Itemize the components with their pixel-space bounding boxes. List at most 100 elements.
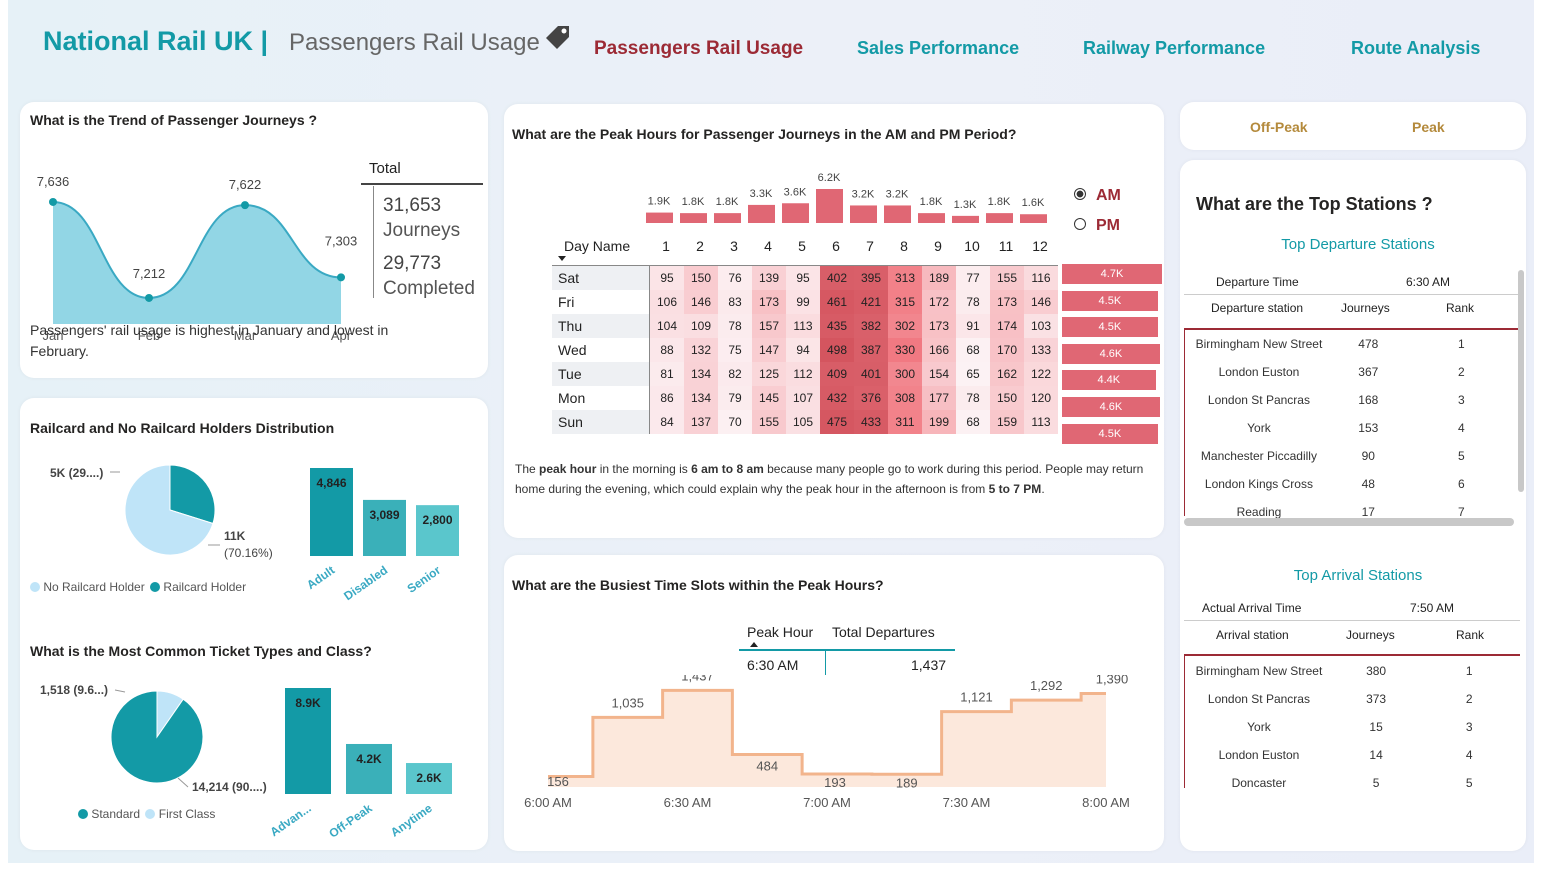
heatmap-cell: 95 bbox=[786, 266, 820, 290]
table-row[interactable]: Manchester Piccadilly 90 5 bbox=[1184, 442, 1520, 470]
day-name-header[interactable]: Day Name bbox=[564, 238, 631, 254]
hour-total-bar-6 bbox=[816, 189, 843, 223]
trend-point-apr bbox=[337, 273, 345, 282]
heatmap-cell: 376 bbox=[854, 386, 888, 410]
station-name: London St Pancras bbox=[1207, 393, 1310, 407]
heatmap-cell: 122 bbox=[1024, 362, 1058, 386]
peak-note-text-2: in the morning is bbox=[596, 462, 692, 476]
radio-pm[interactable]: PM bbox=[1074, 217, 1120, 235]
pie-slice-railcard bbox=[169, 464, 216, 525]
heatmap-cell: 461 bbox=[820, 290, 854, 314]
nav-passengers-rail-usage[interactable]: Passengers Rail Usage bbox=[594, 38, 804, 59]
station-name: Reading bbox=[1236, 505, 1282, 519]
hour-header-12[interactable]: 12 bbox=[1032, 238, 1048, 254]
departure-col-rank[interactable]: Rank bbox=[1446, 301, 1475, 315]
hour-header-3[interactable]: 3 bbox=[730, 238, 738, 254]
hour-header-6[interactable]: 6 bbox=[832, 238, 840, 254]
heatmap-cell: 174 bbox=[990, 314, 1024, 338]
heatmap-cell: 147 bbox=[752, 338, 786, 362]
heatmap-cell: 78 bbox=[718, 314, 752, 338]
trend-x-tick: Jan bbox=[43, 328, 64, 343]
hour-header-5[interactable]: 5 bbox=[798, 238, 806, 254]
radio-am[interactable]: AM bbox=[1074, 187, 1121, 205]
table-row[interactable]: London Euston 14 4 bbox=[1184, 741, 1520, 769]
table-row[interactable]: Reading 17 7 bbox=[1184, 498, 1520, 526]
bar-senior-bar bbox=[416, 505, 459, 556]
peak-note-text-4: . bbox=[1041, 482, 1045, 496]
day-total-bar-mon: 4.6K bbox=[1062, 397, 1160, 417]
arrival-col-station[interactable]: Arrival station bbox=[1216, 628, 1289, 642]
slot-x-tick: 6:30 AM bbox=[664, 795, 712, 810]
departure-h-scrollbar[interactable] bbox=[1184, 518, 1514, 526]
heatmap-cell: 68 bbox=[956, 410, 990, 434]
peak-toggle-card: Off-Peak Peak bbox=[1180, 102, 1526, 150]
departure-col-journeys[interactable]: Journeys bbox=[1341, 301, 1390, 315]
departure-col-station[interactable]: Departure station bbox=[1211, 301, 1304, 315]
hour-header-2[interactable]: 2 bbox=[696, 238, 704, 254]
departure-v-scrollbar[interactable] bbox=[1518, 270, 1524, 492]
heatmap-cell: 146 bbox=[684, 290, 718, 314]
hour-header-11[interactable]: 11 bbox=[998, 238, 1014, 254]
stations-title: What are the Top Stations ? bbox=[1196, 194, 1433, 214]
hour-header-4[interactable]: 4 bbox=[764, 238, 772, 254]
arrival-col-rank[interactable]: Rank bbox=[1456, 628, 1485, 642]
heatmap-cell: 302 bbox=[888, 314, 922, 338]
col-peak-hour[interactable]: Peak Hour bbox=[747, 624, 814, 640]
hour-header-7[interactable]: 7 bbox=[866, 238, 874, 254]
radio-am-label: AM bbox=[1096, 187, 1121, 204]
nav-route-analysis[interactable]: Route Analysis bbox=[1351, 38, 1481, 58]
toggle-offpeak[interactable]: Off-Peak bbox=[1250, 119, 1308, 135]
station-name: Birmingham New Street bbox=[1195, 337, 1323, 351]
heatmap-row-thu: 104 109 78 157 113 435 382 302 173 91 174 103 bbox=[650, 314, 1058, 338]
toggle-peak[interactable]: Peak bbox=[1412, 119, 1445, 135]
hour-header-8[interactable]: 8 bbox=[900, 238, 908, 254]
hour-header-9[interactable]: 9 bbox=[934, 238, 942, 254]
bar-anytime-value-label: 2.6K bbox=[416, 771, 442, 785]
pie-label-first-class: 1,518 (9.6...) bbox=[40, 683, 108, 697]
table-row[interactable]: Doncaster 5 5 bbox=[1184, 769, 1520, 797]
arrival-col-journeys[interactable]: Journeys bbox=[1346, 628, 1395, 642]
legend-no-railcard: No Railcard Holder bbox=[43, 580, 145, 594]
heatmap-cell: 94 bbox=[786, 338, 820, 362]
rank-value: 4 bbox=[1458, 421, 1465, 435]
table-row[interactable]: Birmingham New Street 478 1 bbox=[1184, 330, 1520, 358]
col-total-departures[interactable]: Total Departures bbox=[832, 624, 935, 640]
peak-note-bold-3: 5 to 7 PM bbox=[988, 482, 1042, 496]
pie-label-railcard: 5K (29....) bbox=[50, 466, 103, 480]
hour-total-label-2: 1.8K bbox=[682, 196, 705, 208]
dep-rows-table: Birmingham New Street 478 1 London Euston 36… bbox=[1184, 330, 1520, 526]
trend-note: Passengers' rail usage is highest in Jan… bbox=[30, 322, 389, 359]
heatmap-cell: 83 bbox=[718, 290, 752, 314]
nav-railway-performance[interactable]: Railway Performance bbox=[1083, 38, 1266, 58]
hour-header-1[interactable]: 1 bbox=[662, 238, 670, 254]
heatmap-row-mon: 86 134 79 145 107 432 376 308 177 78 150 120 bbox=[650, 386, 1058, 410]
station-name: London Euston bbox=[1218, 748, 1300, 762]
railcard-charts: 11K (70.16%) 5K (29....) 4,846 Adult 3,089 Dis… bbox=[50, 464, 459, 603]
hour-header-10[interactable]: 10 bbox=[964, 238, 980, 254]
bar-disabled-category-label: Disabled bbox=[341, 563, 390, 603]
distribution-card: Railcard and No Railcard Holders Distrib… bbox=[20, 398, 488, 850]
table-row[interactable]: York 15 3 bbox=[1184, 713, 1520, 741]
table-row[interactable]: London St Pancras 373 2 bbox=[1184, 685, 1520, 713]
table-row[interactable]: Birmingham New Street 380 1 bbox=[1184, 657, 1520, 685]
tag-icon bbox=[545, 24, 571, 55]
hour-total-label-7: 3.2K bbox=[852, 188, 875, 200]
heatmap-cell: 81 bbox=[650, 362, 684, 386]
table-row[interactable]: London Kings Cross 48 6 bbox=[1184, 470, 1520, 498]
journeys-value: 5 bbox=[1372, 776, 1380, 790]
hour-total-bar-5 bbox=[782, 203, 809, 223]
heatmap-cell: 313 bbox=[888, 266, 922, 290]
departure-table-body: Birmingham New Street 478 1 London Euston 36… bbox=[1184, 330, 1520, 526]
nav-sales-performance[interactable]: Sales Performance bbox=[857, 38, 1020, 58]
bar-senior-category-label: Senior bbox=[405, 563, 444, 596]
heatmap-cell: 95 bbox=[650, 266, 684, 290]
bar-advance-value-label: 8.9K bbox=[295, 696, 321, 710]
table-row[interactable]: York 153 4 bbox=[1184, 414, 1520, 442]
heatmap-cell: 65 bbox=[956, 362, 990, 386]
table-row[interactable]: London Euston 367 2 bbox=[1184, 358, 1520, 386]
table-row[interactable]: London St Pancras 168 3 bbox=[1184, 386, 1520, 414]
rank-value: 4 bbox=[1465, 748, 1473, 762]
heatmap-cell: 382 bbox=[854, 314, 888, 338]
heatmap-cell: 401 bbox=[854, 362, 888, 386]
day-label-sat: Sat bbox=[552, 266, 649, 290]
